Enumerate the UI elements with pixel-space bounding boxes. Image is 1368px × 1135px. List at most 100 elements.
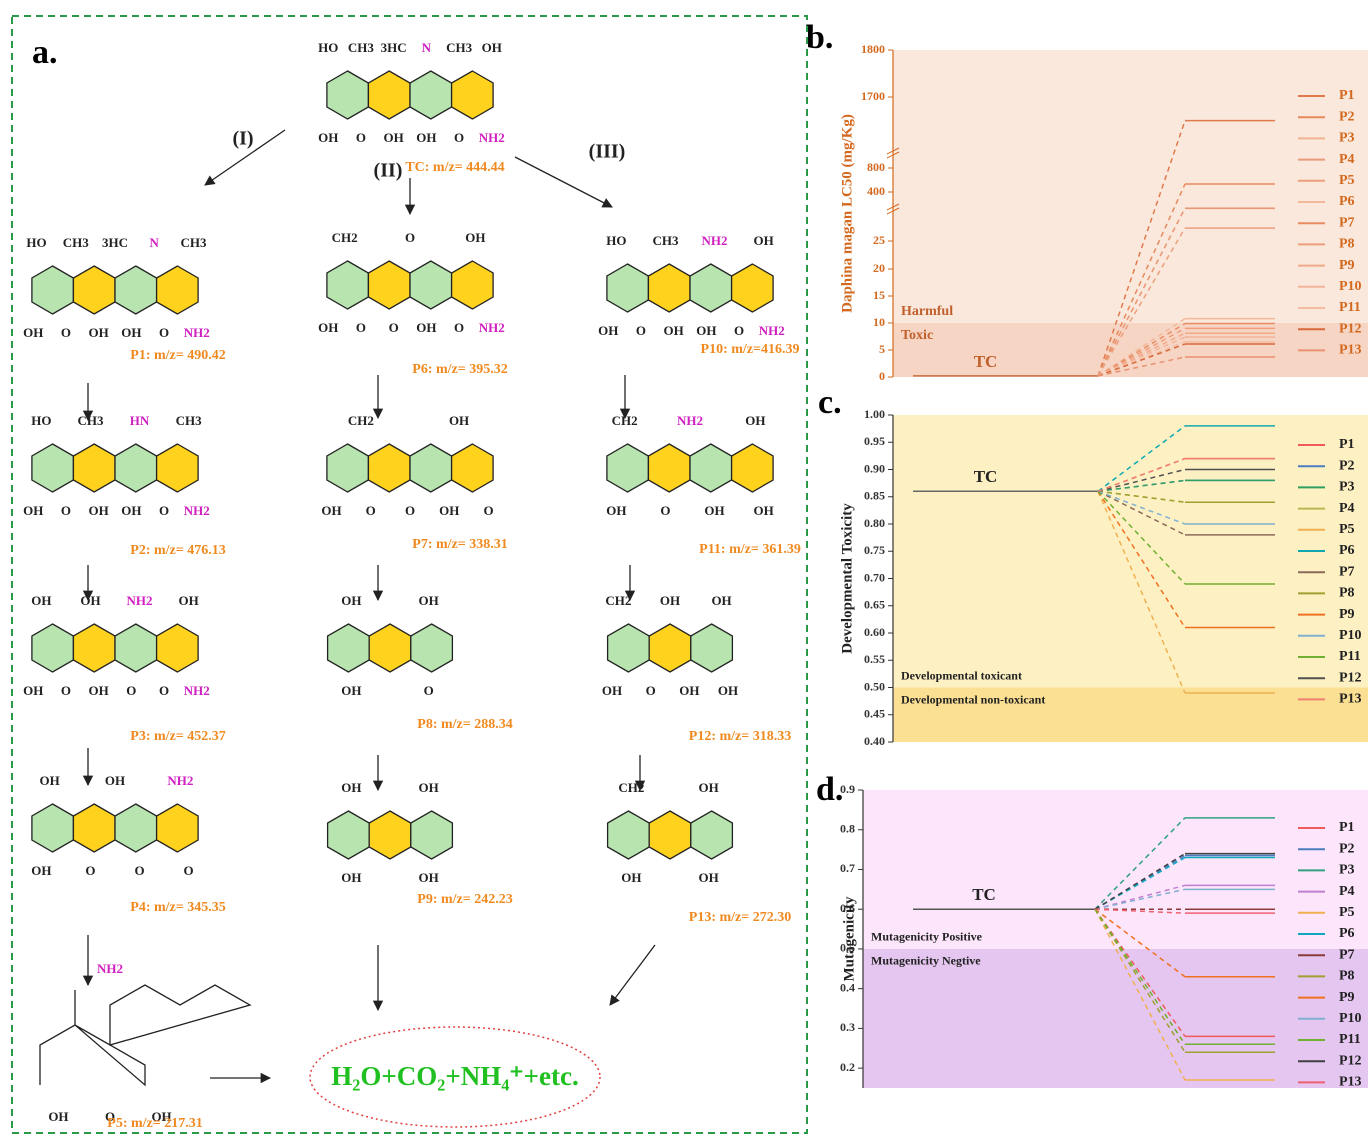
ring [368, 444, 410, 492]
legend-label: P10 [1339, 628, 1362, 643]
compound-label: P11: m/z= 361.39 [699, 542, 801, 557]
compound-label: P1: m/z= 490.42 [130, 348, 225, 363]
compound-label: P2: m/z= 476.13 [130, 543, 225, 558]
ring [369, 624, 411, 672]
group-label: CH3 [176, 413, 203, 428]
group-label: OH [48, 1109, 68, 1124]
ring [648, 444, 690, 492]
y-tick-label: 0 [879, 369, 885, 383]
ring [32, 624, 74, 672]
legend-label: P2 [1339, 458, 1355, 473]
compound-label: P4: m/z= 345.35 [130, 900, 225, 915]
group-label: O [126, 683, 136, 698]
ring [410, 444, 452, 492]
legend-label: P12 [1339, 1053, 1362, 1068]
pathway-label: (III) [589, 141, 626, 163]
band-label: Developmental non-toxicant [901, 692, 1045, 706]
legend-label: P7 [1339, 564, 1355, 579]
compound-label: P5: m/z= 217.31 [107, 1116, 202, 1131]
group-label: OH [178, 593, 198, 608]
ring [607, 444, 649, 492]
ring [452, 261, 494, 309]
ring [732, 444, 774, 492]
group-label: CH3 [652, 233, 679, 248]
legend-label: P6 [1339, 543, 1355, 558]
group-label: HO [31, 413, 51, 428]
group-label: O [660, 503, 670, 518]
ring [157, 624, 199, 672]
band [893, 323, 1368, 377]
legend-label: P1 [1339, 437, 1355, 452]
y-tick-label: 800 [867, 160, 885, 174]
ring [73, 624, 115, 672]
ring [410, 261, 452, 309]
group-label: HO [26, 235, 46, 250]
ring [115, 444, 157, 492]
y-axis-label: Daphina magan LC50 (mg/Kg) [839, 114, 855, 313]
y-tick-label: 0.60 [864, 625, 885, 639]
group-label: O [454, 130, 464, 145]
band-label: Mutagenicity Negtive [871, 954, 981, 968]
ring [411, 811, 453, 859]
group-label: OH [679, 683, 699, 698]
ring [368, 71, 410, 119]
group-label: O [356, 130, 366, 145]
group-label: NH2 [184, 503, 210, 518]
group-label: O [734, 323, 744, 338]
compound-label: P3: m/z= 452.37 [130, 729, 225, 744]
ring [32, 444, 74, 492]
legend-label: P5 [1339, 905, 1355, 920]
group-label: N [422, 40, 432, 55]
y-tick-label: 0.45 [864, 707, 885, 721]
chain [40, 985, 250, 1085]
compound-label: P6: m/z= 395.32 [412, 362, 507, 377]
band [863, 949, 1368, 1088]
group-label: NH2 [97, 961, 123, 976]
group-label: OH [482, 40, 502, 55]
group-label: OH [80, 593, 100, 608]
y-tick-label: 400 [867, 184, 885, 198]
y-tick-label: 15 [873, 288, 885, 302]
panel-label: d. [816, 771, 843, 808]
panel-label: c. [818, 384, 842, 421]
group-label: NH2 [167, 773, 193, 788]
group-label: 3HC [102, 235, 128, 250]
group-label: 3HC [381, 40, 407, 55]
compound-label: P12: m/z= 318.33 [689, 729, 791, 744]
group-label: HN [130, 413, 150, 428]
legend-label: P4 [1339, 884, 1355, 899]
group-label: OH [321, 503, 341, 518]
legend-label: P13 [1339, 692, 1362, 707]
legend-label: P11 [1339, 300, 1361, 315]
ring [327, 261, 369, 309]
band-label: Toxic [901, 328, 933, 343]
group-label: OH [598, 323, 618, 338]
y-tick-label: 0.80 [864, 516, 885, 530]
group-label: OH [753, 503, 773, 518]
group-label: OH [416, 320, 436, 335]
legend-label: P8 [1339, 586, 1355, 601]
ring [452, 71, 494, 119]
tc-label: TC [972, 885, 996, 904]
ring [691, 624, 733, 672]
group-label: OH [753, 233, 773, 248]
y-tick-label: 0.75 [864, 543, 885, 557]
group-label: OH [341, 780, 361, 795]
group-label: O [636, 323, 646, 338]
group-label: OH [711, 593, 731, 608]
group-label: OH [419, 870, 439, 885]
group-label: OH [23, 683, 43, 698]
group-label: O [159, 325, 169, 340]
ring [648, 264, 690, 312]
ring [369, 811, 411, 859]
legend-label: P9 [1339, 258, 1355, 273]
y-tick-label: 0.90 [864, 461, 885, 475]
ring [115, 624, 157, 672]
ring [73, 804, 115, 852]
ring [690, 264, 732, 312]
pathway-label: (I) [232, 128, 253, 150]
group-label: O [389, 320, 399, 335]
panel-label: b. [806, 19, 833, 56]
group-label: O [159, 683, 169, 698]
legend-label: P4 [1339, 152, 1355, 167]
